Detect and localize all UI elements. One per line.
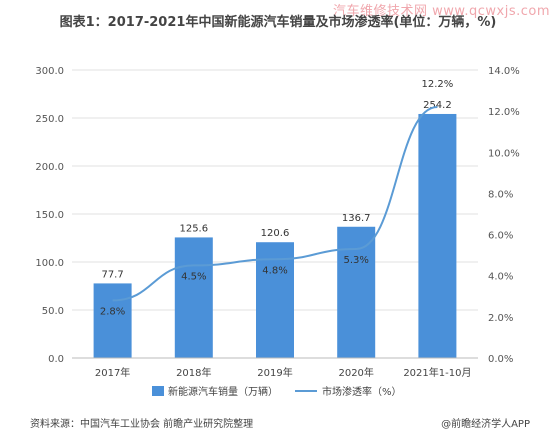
right-axis-tick-label: 0.0% [488,354,513,365]
line-value-label: 4.8% [262,265,287,276]
right-axis-tick-label: 6.0% [488,231,513,242]
right-axis-tick-label: 2.0% [488,313,513,324]
legend-line-label: 市场渗透率（%） [322,385,402,398]
watermark-text: 汽车维修技术网 www.qcwxjs.com [333,4,550,19]
bar [418,113,457,358]
chart-title: 图表1：2017-2021年中国新能源汽车销量及市场渗透率(单位：万辆，%) [59,15,497,30]
legend-bar-label: 新能源汽车销量（万辆） [168,385,278,398]
left-axis-tick-label: 300.0 [35,66,64,77]
source-note: 资料来源：中国汽车工业协会 前瞻产业研究院整理 [30,419,254,430]
bar-value-label: 254.2 [423,100,452,111]
legend-bar-swatch [152,386,164,396]
bar-value-label: 120.6 [261,228,290,239]
line-value-label: 2.8% [100,306,125,317]
bar [256,242,294,358]
bar [174,237,213,358]
right-axis-tick-label: 8.0% [488,189,513,200]
left-axis-tick-label: 0.0 [48,354,64,365]
right-axis-tick-label: 12.0% [488,107,520,118]
x-axis-tick-label: 2017年 [95,366,130,379]
bar-value-label: 77.7 [101,269,123,280]
bar-value-label: 136.7 [342,213,371,224]
left-axis-tick-label: 150.0 [35,210,64,221]
credit-note: @前瞻经济学人APP [441,419,530,430]
x-axis-tick-label: 2018年 [176,366,211,379]
x-axis-tick-label: 2020年 [338,366,373,379]
right-axis-tick-label: 14.0% [488,66,520,77]
penetration-rate-line [112,106,438,302]
bar-value-label: 125.6 [179,223,208,234]
line-value-label: 12.2% [422,79,454,90]
left-axis-tick-label: 100.0 [35,258,64,269]
left-axis-tick-label: 50.0 [42,306,64,317]
left-axis-tick-label: 250.0 [35,114,64,125]
x-axis-tick-label: 2021年1-10月 [403,366,471,379]
bar [93,283,132,358]
x-axis-tick-label: 2019年 [257,366,292,379]
right-axis-tick-label: 10.0% [488,148,520,159]
left-axis-tick-label: 200.0 [35,162,64,173]
bar [337,226,376,358]
right-axis-tick-label: 4.0% [488,272,513,283]
line-value-label: 4.5% [181,271,206,282]
line-value-label: 5.3% [343,255,368,266]
